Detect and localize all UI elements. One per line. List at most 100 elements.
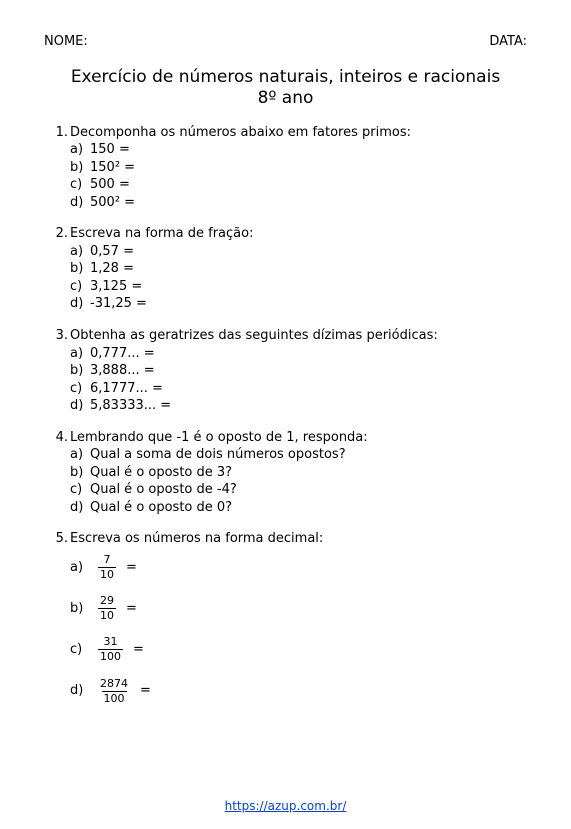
list-item: a)0,57 = [70,243,527,261]
question-prompt: Escreva os números na forma decimal: [70,531,323,546]
name-label: NOME: [44,34,88,49]
item-text: 0,777... = [90,345,527,363]
question-5: 5. Escreva os números na forma decimal: … [44,530,527,704]
list-item: d)Qual é o oposto de 0? [70,499,527,517]
fraction-denominator: 100 [102,691,127,705]
item-label: c) [70,278,90,296]
fraction: 2874 100 [98,678,130,705]
sublist: a)0,777... = b)3,888... = c)6,1777... = … [70,345,527,415]
question-3: 3. Obtenha as geratrizes das seguintes d… [44,327,527,415]
footer: https://azup.com.br/ [0,799,571,813]
list-item: a)150 = [70,141,527,159]
sublist: a)150 = b)150² = c)500 = d)500² = [70,141,527,211]
fraction-numerator: 2874 [98,678,130,691]
page-title: Exercício de números naturais, inteiros … [44,67,527,110]
list-item: d)500² = [70,194,527,212]
item-label: d) [70,682,90,700]
question-4: 4. Lembrando que -1 é o oposto de 1, res… [44,429,527,517]
item-label: a) [70,141,90,159]
title-line-1: Exercício de números naturais, inteiros … [44,67,527,88]
item-label: d) [70,397,90,415]
item-text: Qual é o oposto de 3? [90,464,527,482]
item-label: b) [70,362,90,380]
fraction-denominator: 10 [98,567,116,581]
item-text: 150² = [90,159,527,177]
equals-sign: = [140,682,151,700]
footer-link[interactable]: https://azup.com.br/ [225,799,347,813]
fraction-numerator: 29 [98,595,116,608]
item-label: a) [70,243,90,261]
list-item: a)0,777... = [70,345,527,363]
fraction: 7 10 [98,554,116,581]
sublist: a)Qual a soma de dois números opostos? b… [70,446,527,516]
item-label: c) [70,641,90,659]
item-text: -31,25 = [90,295,527,313]
question-number: 5. [50,530,68,548]
list-item: c)Qual é o oposto de -4? [70,481,527,499]
item-text: Qual é o oposto de 0? [90,499,527,517]
item-label: b) [70,260,90,278]
item-label: c) [70,176,90,194]
question-prompt: Escreva na forma de fração: [70,226,253,241]
list-item: b)1,28 = [70,260,527,278]
list-item: b)3,888... = [70,362,527,380]
question-list: 1. Decomponha os números abaixo em fator… [44,124,527,705]
fraction: 29 10 [98,595,116,622]
page: NOME: DATA: Exercício de números naturai… [0,0,571,829]
question-number: 4. [50,429,68,447]
item-text: 500² = [90,194,527,212]
fraction-denominator: 10 [98,608,116,622]
question-prompt: Obtenha as geratrizes das seguintes dízi… [70,328,438,343]
item-text: Qual a soma de dois números opostos? [90,446,527,464]
question-number: 2. [50,225,68,243]
title-line-2: 8º ano [44,88,527,109]
list-item: c)3,125 = [70,278,527,296]
fraction: 31 100 [98,636,123,663]
list-item: d)-31,25 = [70,295,527,313]
item-text: 150 = [90,141,527,159]
list-item: b)Qual é o oposto de 3? [70,464,527,482]
list-item: d) 2874 100 = [70,678,527,705]
item-text: Qual é o oposto de -4? [90,481,527,499]
question-number: 1. [50,124,68,142]
item-text: 3,125 = [90,278,527,296]
item-text: 1,28 = [90,260,527,278]
header-row: NOME: DATA: [44,34,527,49]
item-text: 500 = [90,176,527,194]
item-text: 6,1777... = [90,380,527,398]
equals-sign: = [126,559,137,577]
item-label: a) [70,345,90,363]
item-text: 0,57 = [90,243,527,261]
sublist: a)0,57 = b)1,28 = c)3,125 = d)-31,25 = [70,243,527,313]
item-label: a) [70,559,90,577]
list-item: a)Qual a soma de dois números opostos? [70,446,527,464]
item-text: 5,83333... = [90,397,527,415]
equals-sign: = [126,600,137,618]
question-prompt: Lembrando que -1 é o oposto de 1, respon… [70,430,368,445]
question-1: 1. Decomponha os números abaixo em fator… [44,124,527,212]
item-label: d) [70,499,90,517]
question-2: 2. Escreva na forma de fração: a)0,57 = … [44,225,527,313]
item-label: c) [70,380,90,398]
item-label: b) [70,464,90,482]
list-item: d)5,83333... = [70,397,527,415]
item-label: a) [70,446,90,464]
list-item: a) 7 10 = [70,554,527,581]
item-label: d) [70,194,90,212]
list-item: c)6,1777... = [70,380,527,398]
item-label: d) [70,295,90,313]
date-label: DATA: [489,34,527,49]
item-label: c) [70,481,90,499]
fraction-denominator: 100 [98,649,123,663]
fraction-numerator: 31 [102,636,120,649]
fraction-numerator: 7 [102,554,113,567]
equals-sign: = [133,641,144,659]
list-item: b) 29 10 = [70,595,527,622]
item-label: b) [70,600,90,618]
question-prompt: Decomponha os números abaixo em fatores … [70,125,411,140]
item-label: b) [70,159,90,177]
list-item: c)500 = [70,176,527,194]
item-text: 3,888... = [90,362,527,380]
sublist: a) 7 10 = b) 29 10 = c) [70,554,527,705]
question-number: 3. [50,327,68,345]
